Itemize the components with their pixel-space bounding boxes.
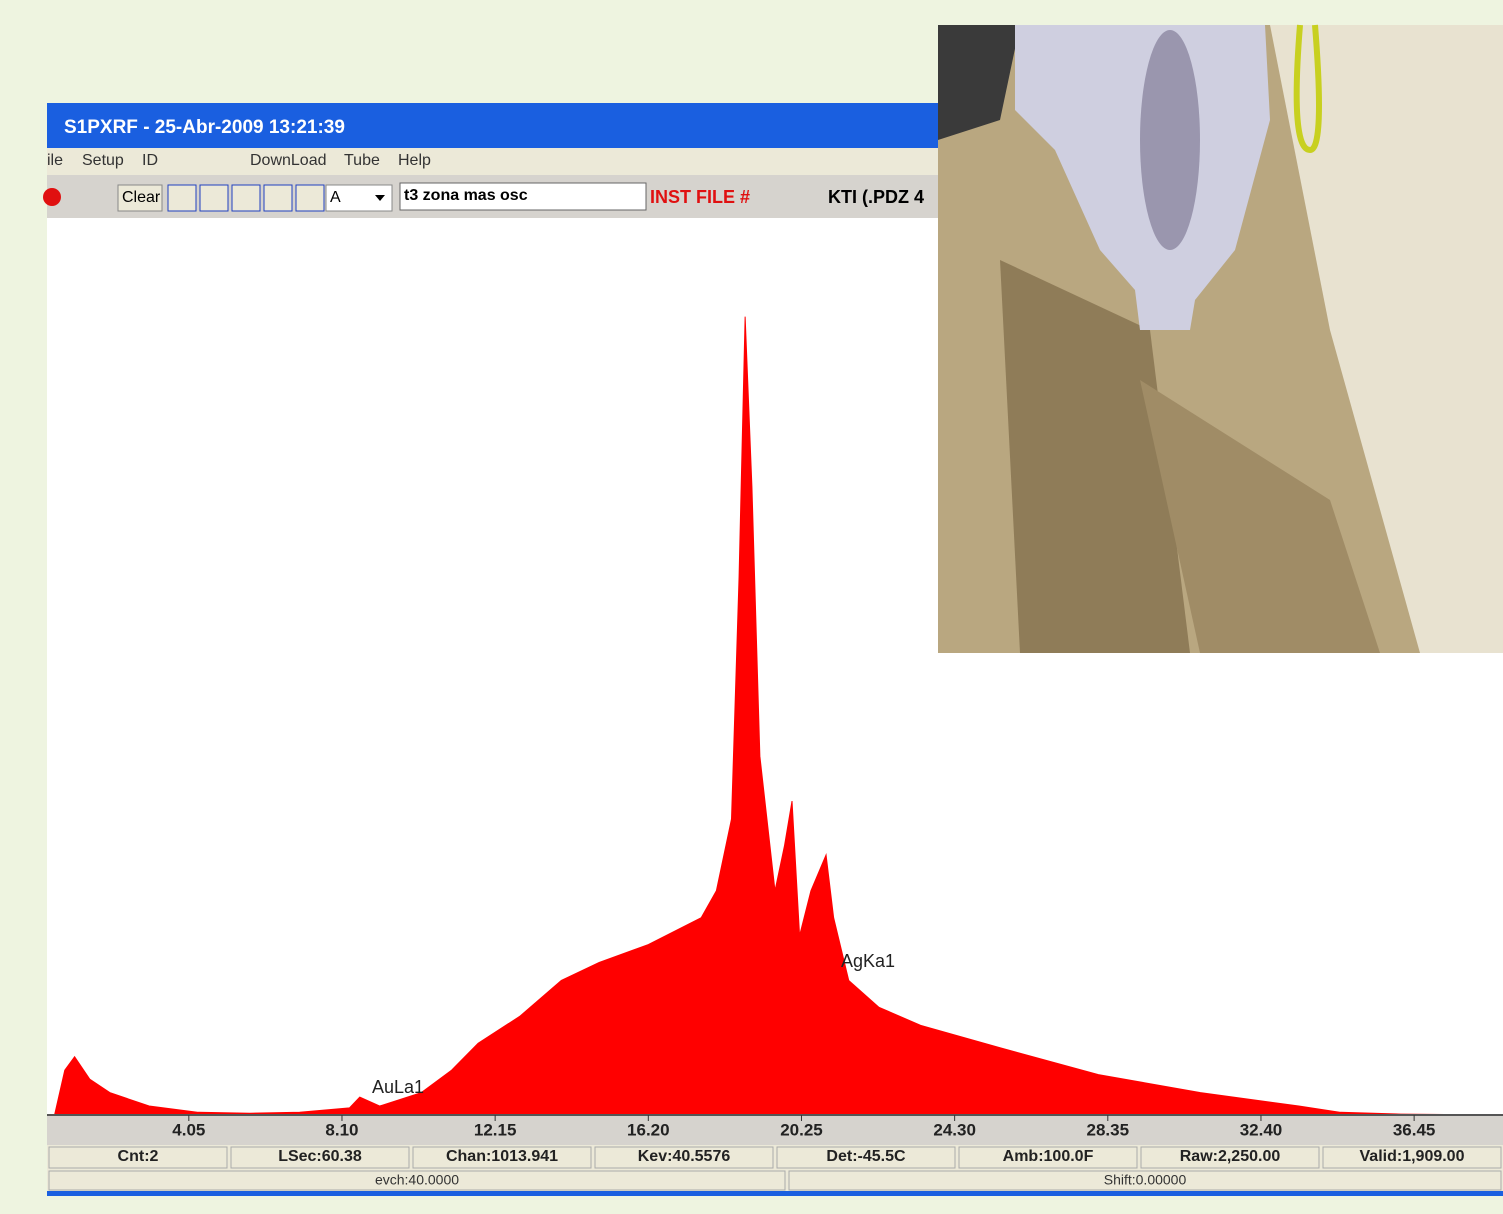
nav-buttons (168, 185, 324, 211)
nav-button[interactable] (168, 185, 196, 211)
screen: S1PXRF - 25-Abr-2009 13:21:39 ile Setup ID… (0, 0, 1503, 1209)
x-tick-label: 12.15 (474, 1120, 517, 1139)
photo (938, 25, 1503, 653)
x-tick-label: 24.30 (933, 1120, 976, 1139)
status-text: Det:-45.5C (826, 1148, 906, 1165)
status-text: Cnt:2 (118, 1148, 159, 1165)
x-tick-label: 20.25 (780, 1120, 823, 1139)
peak-label: AuLa1 (372, 1077, 424, 1097)
x-tick-label: 4.05 (172, 1120, 205, 1139)
peak-label: AgKa1 (841, 951, 895, 971)
status-text: Chan:1013.941 (446, 1148, 558, 1165)
sample-name: t3 zona mas osc (404, 187, 528, 204)
x-tick-label: 16.20 (627, 1120, 670, 1139)
device-panel (1140, 30, 1200, 250)
window-border (47, 1191, 1503, 1196)
window-title: S1PXRF - 25-Abr-2009 13:21:39 (64, 117, 345, 138)
nav-button[interactable] (296, 185, 324, 211)
page: S1PXRF - 25-Abr-2009 13:21:39 ile Setup ID… (0, 0, 1503, 1209)
menu-item[interactable]: Help (398, 152, 431, 169)
nav-button[interactable] (264, 185, 292, 211)
nav-button[interactable] (232, 185, 260, 211)
status-text: Valid:1,909.00 (1360, 1148, 1465, 1165)
status-text: Kev:40.5576 (638, 1148, 731, 1165)
status-text: Shift:0.00000 (1104, 1172, 1187, 1188)
nav-button[interactable] (200, 185, 228, 211)
x-tick-label: 8.10 (325, 1120, 358, 1139)
status-bar (47, 1145, 1503, 1193)
dropdown-value: A (330, 189, 341, 206)
menu-item[interactable]: DownLoad (250, 152, 327, 169)
clear-label: Clear (122, 189, 161, 206)
kti: KTI (.PDZ 4 (828, 187, 924, 207)
menu-item[interactable]: Tube (344, 152, 380, 169)
status-text: evch:40.0000 (375, 1172, 459, 1188)
inst-file: INST FILE # (650, 187, 750, 207)
x-tick-label: 28.35 (1087, 1120, 1130, 1139)
status-text: LSec:60.38 (278, 1148, 362, 1165)
menu-item[interactable]: Setup (82, 152, 124, 169)
status-text: Amb:100.0F (1003, 1148, 1094, 1165)
x-tick-label: 32.40 (1240, 1120, 1283, 1139)
menu-item[interactable]: ID (142, 152, 158, 169)
menu-item[interactable]: ile (47, 152, 63, 169)
status-text: Raw:2,250.00 (1180, 1148, 1281, 1165)
x-tick-label: 36.45 (1393, 1120, 1436, 1139)
record-icon (43, 188, 61, 206)
